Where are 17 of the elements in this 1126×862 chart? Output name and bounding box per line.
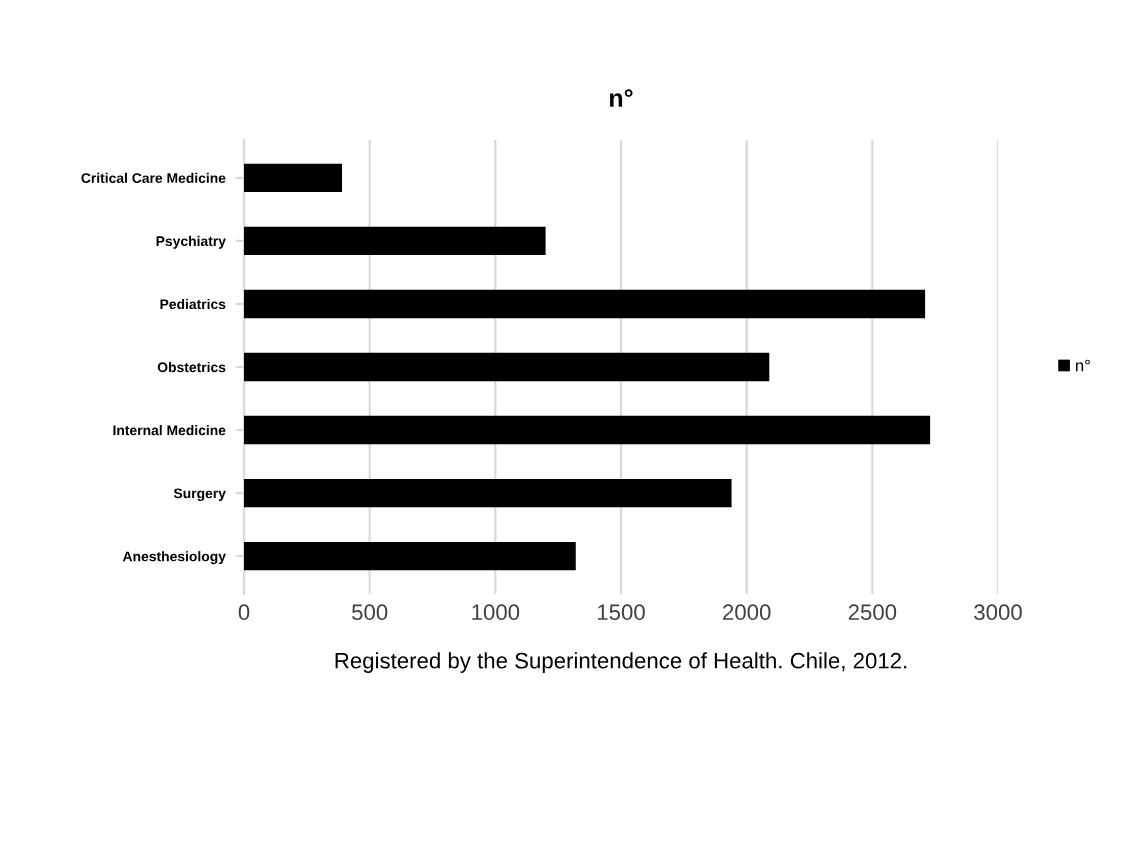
bar	[244, 478, 732, 508]
bar	[244, 541, 576, 571]
x-tick-label: 2000	[723, 604, 771, 621]
x-tick-label: 3000	[974, 604, 1022, 621]
bar	[244, 352, 770, 382]
bar	[244, 415, 931, 445]
x-tick-label: 1000	[472, 604, 520, 621]
x-tick-label: 2500	[848, 604, 897, 621]
bar	[244, 226, 546, 256]
x-axis-title: Registered by the Superintendence of Health. Chile, 2012.	[335, 652, 907, 673]
bar	[244, 289, 926, 319]
x-tick-label: 500	[352, 604, 388, 621]
x-tick-label: 1500	[597, 604, 645, 621]
bar	[244, 163, 343, 193]
x-tick-label: 0	[238, 604, 250, 621]
chart-title: n°	[610, 89, 633, 107]
legend-label: n°	[1076, 359, 1090, 372]
